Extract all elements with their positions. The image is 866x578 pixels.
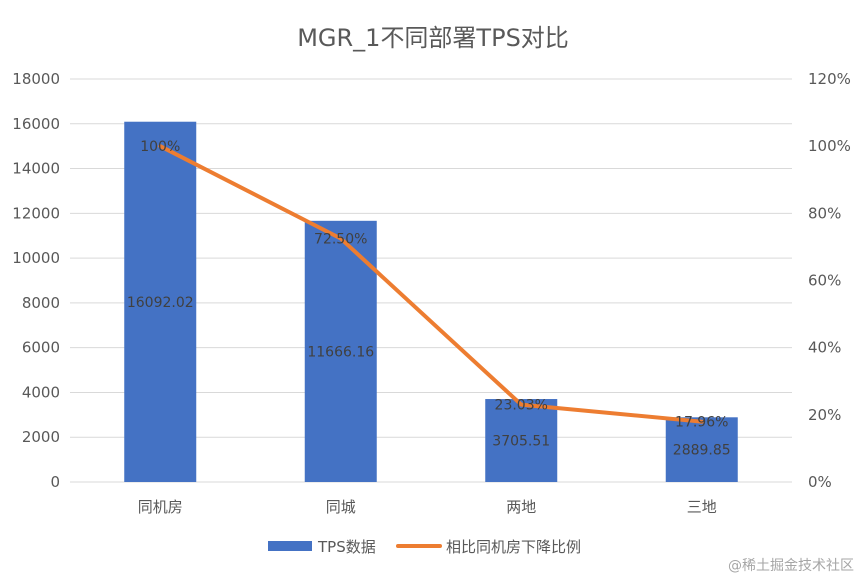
legend-line-label: 相比同机房下降比例 [446,538,581,556]
bar-data-labels: 16092.02 11666.16 3705.51 2889.85 [127,295,731,459]
line-series-path [158,144,704,424]
bar-series [124,121,738,483]
right-tick-label: 100% [808,137,851,155]
bar-data-label: 3705.51 [492,434,550,450]
left-tick-label: 0 [50,473,60,491]
bar [485,399,558,482]
line-data-label: 23.03% [495,398,548,414]
left-axis-ticks: 0 2000 4000 6000 8000 10000 12000 14000 16000 180… [12,70,60,491]
left-tick-label: 12000 [12,204,60,222]
category-label: 三地 [687,498,717,516]
left-tick-label: 2000 [22,428,60,446]
category-label: 两地 [506,498,536,516]
bar-data-label: 2889.85 [673,443,731,459]
right-tick-label: 60% [808,272,841,290]
left-tick-label: 16000 [12,115,60,133]
left-tick-label: 4000 [22,383,60,401]
left-tick-label: 18000 [12,70,60,88]
bar-data-label: 11666.16 [307,344,374,360]
category-labels: 同机房 同城 两地 三地 [138,498,717,516]
legend-bar-swatch [268,541,312,551]
watermark-text: @稀土掘金技术社区 [728,558,854,574]
right-axis-ticks: 0% 20% 40% 60% 80% 100% 120% [808,70,851,491]
category-label: 同城 [326,498,356,516]
left-tick-label: 14000 [12,160,60,178]
line-series [158,144,704,424]
line-data-label: 100% [140,139,180,155]
category-label: 同机房 [138,498,183,516]
legend-bar-label: TPS数据 [317,538,376,556]
right-tick-label: 40% [808,339,841,357]
right-tick-label: 80% [808,204,841,222]
legend: TPS数据 相比同机房下降比例 [268,538,581,556]
bar-data-label: 16092.02 [127,295,194,311]
right-tick-label: 0% [808,473,832,491]
right-tick-label: 20% [808,406,841,424]
chart-title: MGR_1不同部署TPS对比 [297,24,569,52]
left-tick-label: 6000 [22,339,60,357]
left-tick-label: 10000 [12,249,60,267]
line-data-labels: 100% 72.50% 23.03% 17.96% [140,139,728,431]
bar [124,121,197,482]
right-tick-label: 120% [808,70,851,88]
line-data-label: 72.50% [314,232,367,248]
left-tick-label: 8000 [22,294,60,312]
bar [665,417,738,482]
line-data-label: 17.96% [675,415,728,431]
bar [304,220,377,483]
